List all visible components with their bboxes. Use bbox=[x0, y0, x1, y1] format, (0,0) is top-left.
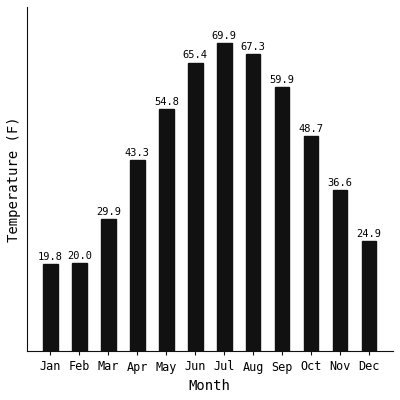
Text: 69.9: 69.9 bbox=[212, 30, 237, 40]
Text: 59.9: 59.9 bbox=[270, 75, 295, 85]
Bar bbox=[217, 43, 232, 352]
Text: 48.7: 48.7 bbox=[299, 124, 324, 134]
Bar bbox=[304, 136, 318, 352]
Bar bbox=[362, 242, 376, 352]
Bar bbox=[130, 160, 144, 352]
Text: 20.0: 20.0 bbox=[67, 251, 92, 261]
Text: 24.9: 24.9 bbox=[357, 229, 382, 239]
Text: 43.3: 43.3 bbox=[125, 148, 150, 158]
Text: 19.8: 19.8 bbox=[38, 252, 63, 262]
Bar bbox=[43, 264, 58, 352]
Text: 36.6: 36.6 bbox=[328, 178, 353, 188]
Text: 54.8: 54.8 bbox=[154, 97, 179, 107]
Y-axis label: Temperature (F): Temperature (F) bbox=[7, 116, 21, 242]
X-axis label: Month: Month bbox=[189, 379, 231, 393]
Bar bbox=[101, 220, 116, 352]
Text: 67.3: 67.3 bbox=[241, 42, 266, 52]
Text: 29.9: 29.9 bbox=[96, 207, 121, 217]
Bar bbox=[333, 190, 348, 352]
Bar bbox=[188, 62, 202, 352]
Bar bbox=[246, 54, 260, 352]
Bar bbox=[72, 263, 87, 352]
Bar bbox=[275, 87, 290, 352]
Bar bbox=[159, 110, 174, 352]
Text: 65.4: 65.4 bbox=[183, 50, 208, 60]
